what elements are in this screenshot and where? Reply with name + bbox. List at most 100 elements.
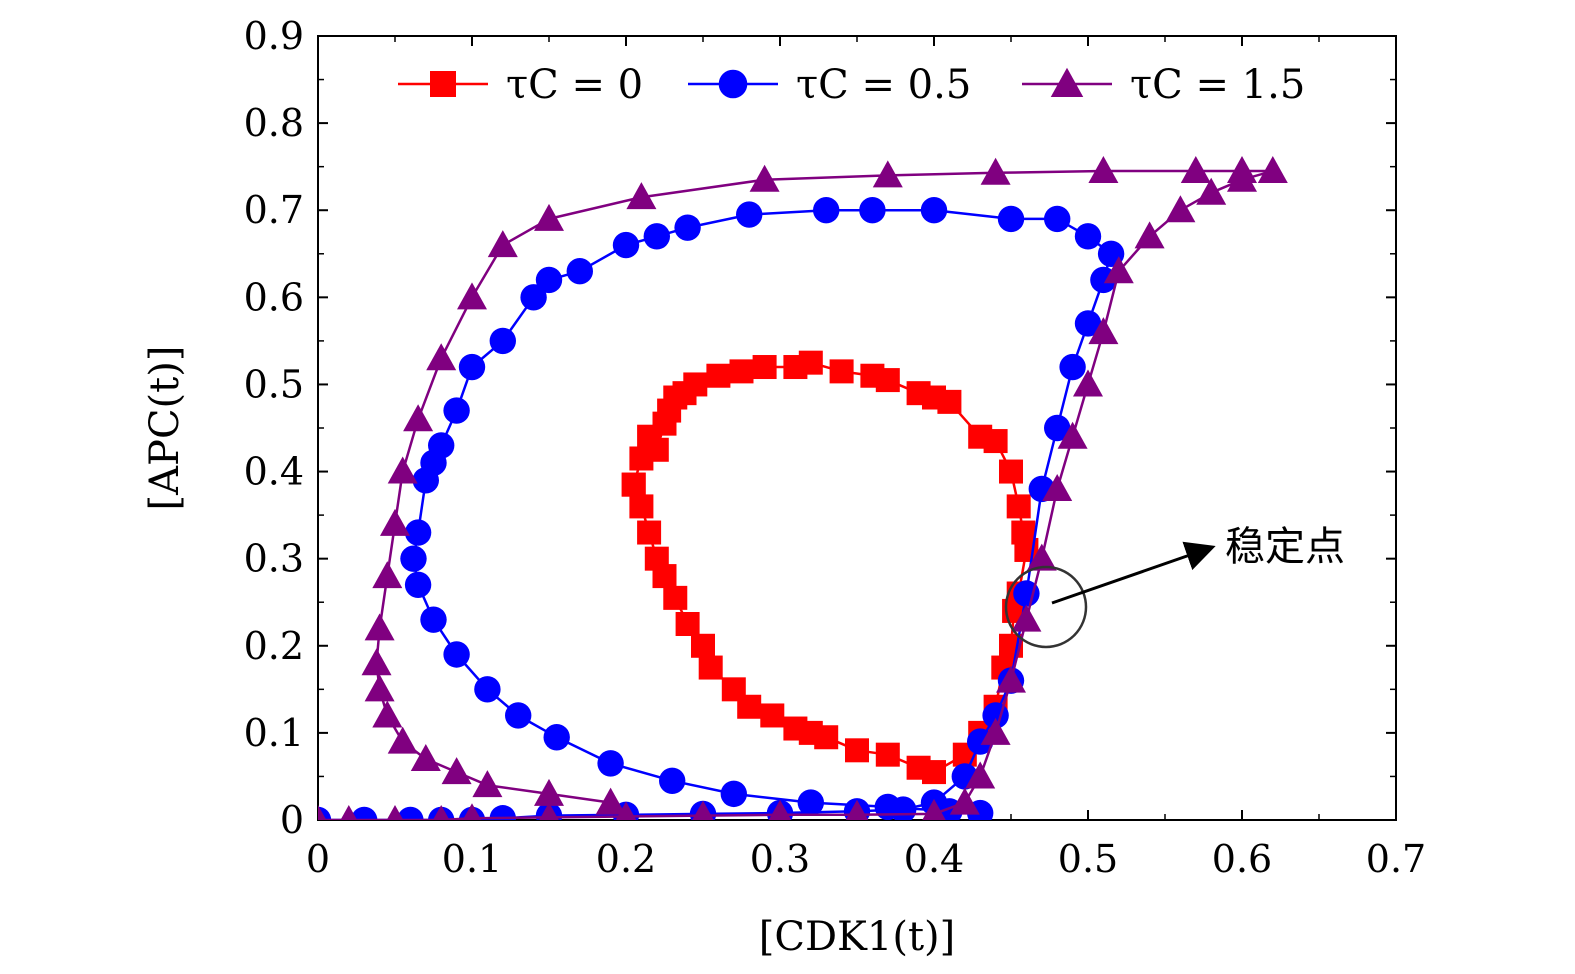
data-point-triangle (845, 799, 869, 820)
legend: τC = 0 τC = 0.5 τC = 1.5 (398, 62, 1305, 108)
x-axis-label: [CDK1(t)] (759, 914, 956, 960)
data-point-triangle (372, 561, 403, 589)
data-point-square (760, 703, 785, 728)
data-point-circle (400, 545, 427, 572)
x-tick-label: 0.3 (750, 837, 810, 881)
data-point-triangle (318, 805, 327, 820)
x-tick-label: 0.7 (1366, 837, 1426, 881)
annotation-label: 稳定点 (1225, 524, 1345, 570)
legend-item: τC = 0 (398, 62, 643, 108)
data-point-square (706, 363, 731, 388)
data-point-circle (1044, 205, 1071, 233)
data-point-triangle (534, 778, 564, 806)
data-point-triangle (996, 665, 1026, 693)
data-point-square (644, 546, 669, 571)
data-point-triangle (361, 648, 392, 676)
legend-label: τC = 0 (506, 62, 643, 108)
y-tick-label: 0.7 (244, 188, 304, 232)
data-point-circle (797, 789, 824, 816)
data-point-triangle (949, 787, 980, 815)
y-tick-label: 0.1 (244, 711, 304, 755)
data-point-circle (505, 702, 532, 729)
y-tick-label: 0.6 (244, 275, 304, 319)
data-point-triangle (626, 182, 657, 210)
data-point-triangle (472, 770, 503, 798)
legend-label: τC = 0.5 (796, 62, 971, 108)
x-axis: 0 0.1 0.2 0.3 0.4 0.5 0.6 0.7 (306, 36, 1426, 881)
data-point-circle (543, 724, 570, 751)
data-point-triangle (1088, 317, 1119, 345)
annotation-arrow (1051, 541, 1216, 605)
data-point-circle (489, 805, 516, 820)
data-point-triangle (364, 674, 395, 702)
data-point-square (1006, 494, 1031, 519)
data-point-circle (997, 205, 1025, 233)
data-point-square (875, 368, 900, 393)
data-point-triangle (1026, 543, 1057, 571)
data-point-triangle (1042, 473, 1073, 501)
data-point-circle (674, 214, 701, 241)
data-point-circle (520, 284, 547, 311)
data-point-circle (1074, 223, 1102, 250)
data-point-circle (813, 197, 840, 224)
data-point-triangle (410, 744, 441, 772)
data-point-triangle (1196, 177, 1227, 205)
data-point-square (729, 359, 754, 384)
data-point-circle (1013, 580, 1040, 607)
data-point-triangle (1227, 156, 1257, 184)
data-point-square (783, 716, 808, 741)
data-point-triangle (1134, 221, 1165, 249)
plot-frame (317, 35, 1397, 821)
y-tick-label: 0.2 (244, 624, 304, 668)
data-point-triangle (432, 805, 450, 820)
data-point-circle (458, 353, 486, 381)
data-point-square (845, 738, 869, 763)
data-point-square (683, 372, 708, 397)
series-group (318, 197, 1125, 820)
data-point-triangle (386, 805, 404, 820)
data-point-triangle (1050, 67, 1084, 97)
data-point-triangle (965, 761, 996, 789)
data-point-triangle (403, 404, 434, 432)
data-point-triangle (980, 717, 1011, 745)
data-point-circle (443, 641, 470, 668)
data-point-circle (859, 197, 886, 224)
data-point-square (983, 429, 1008, 454)
data-point-triangle (539, 802, 559, 820)
data-point-triangle (1103, 256, 1134, 284)
data-point-circle (643, 223, 670, 250)
data-point-circle (412, 467, 439, 494)
data-point-square (829, 359, 854, 384)
data-point-triangle (462, 803, 482, 820)
x-tick-label: 0 (306, 837, 330, 881)
data-point-circle (1044, 414, 1071, 442)
data-point-circle (420, 606, 447, 633)
data-point-triangle (387, 726, 418, 754)
series-layer (318, 156, 1288, 820)
data-point-triangle (980, 157, 1011, 185)
data-point-triangle (1257, 156, 1288, 184)
x-tick-label: 0.5 (1058, 837, 1118, 881)
y-axis-label: [APC(t)] (142, 346, 188, 511)
y-tick-label: 0.5 (244, 362, 304, 406)
data-point-square (875, 742, 900, 767)
data-point-circle (397, 806, 424, 820)
data-point-triangle (380, 508, 410, 536)
data-point-circle (718, 69, 748, 99)
data-point-circle (1074, 310, 1102, 337)
y-axis: 0 0.1 0.2 0.3 0.4 0.5 0.6 0.7 0.8 0.9 (244, 14, 1396, 842)
x-tick-label: 0.2 (596, 837, 656, 881)
y-tick-label: 0.8 (244, 101, 304, 145)
data-point-square (675, 612, 700, 636)
data-point-triangle (872, 160, 903, 188)
data-point-triangle (487, 230, 518, 258)
data-point-circle (566, 258, 593, 285)
data-point-circle (489, 327, 516, 355)
data-point-square (999, 459, 1023, 484)
data-point-circle (351, 806, 378, 820)
data-point-triangle (595, 787, 626, 815)
data-point-triangle (441, 757, 472, 785)
data-point-triangle (768, 799, 792, 820)
legend-label: τC = 1.5 (1130, 62, 1305, 108)
